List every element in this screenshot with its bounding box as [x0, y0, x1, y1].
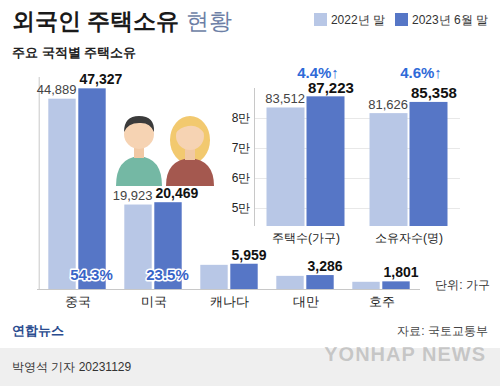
svg-text:6만: 6만 — [232, 171, 251, 185]
svg-text:5,959: 5,959 — [232, 247, 267, 263]
svg-text:소유자수(명): 소유자수(명) — [375, 231, 443, 245]
html-text:박영석 기자 20231129: 박영석 기자 20231129 — [12, 360, 132, 374]
html-text:주요 국적별 주택소유: 주요 국적별 주택소유 — [12, 45, 137, 60]
svg-text:44,889: 44,889 — [37, 82, 77, 97]
html-text:외국인 주택소유현황: 외국인 주택소유현황 — [12, 8, 232, 34]
svg-text:19,923: 19,923 — [113, 188, 153, 203]
svg-text:캐나다: 캐나다 — [210, 294, 249, 309]
svg-text:85,358: 85,358 — [411, 84, 457, 101]
html-text:YONHAP NEWS: YONHAP NEWS — [324, 343, 486, 365]
svg-text:83,512: 83,512 — [265, 91, 305, 106]
svg-text:대만: 대만 — [293, 294, 319, 309]
html-text:2023년 6월 말: 2023년 6월 말 — [412, 13, 488, 27]
html-text:자료: 국토교통부: 자료: 국토교통부 — [397, 324, 488, 338]
svg-text:23.5%: 23.5% — [146, 266, 189, 283]
svg-text:87,223: 87,223 — [308, 79, 354, 96]
svg-text:5만: 5만 — [232, 201, 251, 215]
svg-text:3,286: 3,286 — [308, 258, 343, 274]
svg-text:47,327: 47,327 — [80, 71, 123, 87]
svg-text:20,469: 20,469 — [156, 185, 199, 201]
svg-text:7만: 7만 — [232, 141, 251, 155]
svg-text:중국: 중국 — [65, 294, 91, 309]
html-text:2022년 말: 2022년 말 — [330, 13, 385, 27]
html-text:연합뉴스: 연합뉴스 — [12, 323, 64, 338]
svg-text:4.4%↑: 4.4%↑ — [297, 64, 339, 81]
svg-text:4.6%↑: 4.6%↑ — [400, 64, 442, 81]
svg-text:1,801: 1,801 — [384, 264, 419, 280]
svg-text:미국: 미국 — [141, 294, 167, 309]
svg-text:주택수(가구): 주택수(가구) — [272, 231, 340, 245]
svg-text:8만: 8만 — [232, 111, 251, 125]
svg-text:81,626: 81,626 — [368, 97, 408, 112]
html-text:단위: 가구: 단위: 가구 — [435, 278, 490, 292]
svg-text:호주: 호주 — [369, 294, 395, 309]
svg-text:54.3%: 54.3% — [70, 266, 113, 283]
